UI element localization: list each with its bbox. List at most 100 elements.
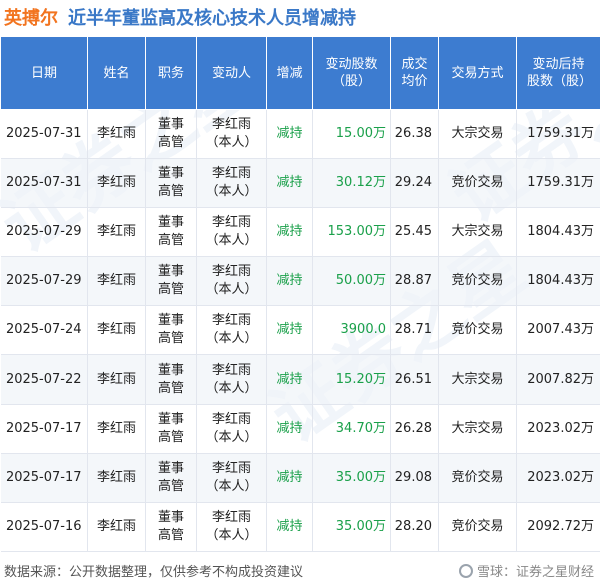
header-direction: 增减 bbox=[266, 36, 313, 110]
cell-changer: 李红雨（本人） bbox=[196, 256, 267, 307]
cell-method: 大宗交易 bbox=[438, 404, 517, 454]
cell-date: 2025-07-17 bbox=[0, 453, 88, 503]
cell-changer: 李红雨（本人） bbox=[196, 109, 267, 160]
cell-changer: 李红雨（本人） bbox=[196, 453, 267, 503]
cell-direction: 减持 bbox=[266, 256, 313, 307]
cell-date: 2025-07-22 bbox=[0, 354, 88, 405]
title-bar: 英搏尔 近半年董监高及核心技术人员增减持 bbox=[0, 0, 600, 34]
cell-name: 李红雨 bbox=[87, 109, 146, 160]
footer-brand: 雪球：证券之星财经 bbox=[458, 561, 594, 580]
cell-price: 29.08 bbox=[390, 453, 439, 503]
cell-name: 李红雨 bbox=[87, 256, 146, 307]
cell-direction: 减持 bbox=[266, 404, 313, 454]
cell-changer: 李红雨（本人） bbox=[196, 158, 267, 209]
cell-name: 李红雨 bbox=[87, 453, 146, 503]
footer: 数据来源：公开数据整理，仅供参考不构成投资建议 雪球：证券之星财经 bbox=[0, 560, 600, 581]
cell-price: 26.51 bbox=[390, 354, 439, 405]
cell-position: 董事高管 bbox=[145, 453, 197, 503]
header-name: 姓名 bbox=[87, 36, 146, 110]
cell-position: 董事高管 bbox=[145, 502, 197, 552]
table-row: 2025-07-29 李红雨 董事高管 李红雨（本人） 减持 50.00万 28.87 竞价交… bbox=[0, 256, 600, 307]
cell-holding: 2023.02万 bbox=[516, 453, 600, 503]
cell-direction: 减持 bbox=[266, 109, 313, 160]
cell-holding: 1759.31万 bbox=[516, 109, 600, 160]
table-row: 2025-07-31 李红雨 董事高管 李红雨（本人） 减持 30.12万 29.24 竞价交… bbox=[0, 158, 600, 209]
header-shares: 变动股数（股） bbox=[312, 36, 391, 110]
cell-shares: 15.00万 bbox=[312, 109, 391, 160]
cell-price: 26.28 bbox=[390, 404, 439, 454]
cell-shares: 15.20万 bbox=[312, 354, 391, 405]
cell-position: 董事高管 bbox=[145, 207, 197, 258]
cell-price: 29.24 bbox=[390, 158, 439, 209]
snowball-logo-icon bbox=[458, 563, 473, 578]
cell-shares: 35.00万 bbox=[312, 453, 391, 503]
cell-method: 大宗交易 bbox=[438, 109, 517, 160]
header-changer: 变动人 bbox=[196, 36, 267, 110]
cell-name: 李红雨 bbox=[87, 502, 146, 552]
company-name: 英搏尔 bbox=[4, 8, 58, 29]
cell-direction: 减持 bbox=[266, 354, 313, 405]
footer-brand-text: 雪球：证券之星财经 bbox=[476, 565, 594, 580]
cell-direction: 减持 bbox=[266, 207, 313, 258]
cell-date: 2025-07-29 bbox=[0, 256, 88, 307]
cell-date: 2025-07-16 bbox=[0, 502, 88, 552]
table-row: 2025-07-31 李红雨 董事高管 李红雨（本人） 减持 15.00万 26.38 大宗交… bbox=[0, 109, 600, 160]
cell-date: 2025-07-31 bbox=[0, 158, 88, 209]
cell-direction: 减持 bbox=[266, 305, 313, 356]
cell-price: 25.45 bbox=[390, 207, 439, 258]
cell-date: 2025-07-31 bbox=[0, 109, 88, 160]
cell-date: 2025-07-29 bbox=[0, 207, 88, 258]
header-date: 日期 bbox=[0, 36, 88, 110]
cell-direction: 减持 bbox=[266, 453, 313, 503]
cell-position: 董事高管 bbox=[145, 109, 197, 160]
cell-name: 李红雨 bbox=[87, 158, 146, 209]
table-row: 2025-07-24 李红雨 董事高管 李红雨（本人） 减持 3900.0 28.71 竞价交… bbox=[0, 305, 600, 356]
cell-holding: 1759.31万 bbox=[516, 158, 600, 209]
header-price: 成交均价 bbox=[390, 36, 439, 110]
cell-direction: 减持 bbox=[266, 158, 313, 209]
table-row: 2025-07-22 李红雨 董事高管 李红雨（本人） 减持 15.20万 26.51 大宗交… bbox=[0, 354, 600, 405]
holdings-change-table: 日期 姓名 职务 变动人 增减 变动股数（股） 成交均价 交易方式 变动后持股数… bbox=[0, 36, 600, 552]
cell-name: 李红雨 bbox=[87, 404, 146, 454]
cell-position: 董事高管 bbox=[145, 256, 197, 307]
cell-shares: 30.12万 bbox=[312, 158, 391, 209]
cell-position: 董事高管 bbox=[145, 305, 197, 356]
cell-position: 董事高管 bbox=[145, 354, 197, 405]
cell-shares: 50.00万 bbox=[312, 256, 391, 307]
cell-method: 大宗交易 bbox=[438, 207, 517, 258]
cell-shares: 3900.0 bbox=[312, 305, 391, 356]
cell-changer: 李红雨（本人） bbox=[196, 404, 267, 454]
page-title: 近半年董监高及核心技术人员增减持 bbox=[68, 8, 356, 29]
cell-price: 28.71 bbox=[390, 305, 439, 356]
cell-method: 竞价交易 bbox=[438, 305, 517, 356]
cell-position: 董事高管 bbox=[145, 158, 197, 209]
cell-price: 26.38 bbox=[390, 109, 439, 160]
header-holding: 变动后持股数（股） bbox=[516, 36, 600, 110]
cell-direction: 减持 bbox=[266, 502, 313, 552]
cell-changer: 李红雨（本人） bbox=[196, 354, 267, 405]
cell-holding: 2007.82万 bbox=[516, 354, 600, 405]
cell-name: 李红雨 bbox=[87, 207, 146, 258]
table-header-row: 日期 姓名 职务 变动人 增减 变动股数（股） 成交均价 交易方式 变动后持股数… bbox=[0, 36, 600, 110]
cell-changer: 李红雨（本人） bbox=[196, 502, 267, 552]
cell-shares: 153.00万 bbox=[312, 207, 391, 258]
cell-changer: 李红雨（本人） bbox=[196, 305, 267, 356]
cell-holding: 2092.72万 bbox=[516, 502, 600, 552]
cell-method: 大宗交易 bbox=[438, 354, 517, 405]
cell-holding: 1804.43万 bbox=[516, 256, 600, 307]
data-source-note: 数据来源：公开数据整理，仅供参考不构成投资建议 bbox=[4, 565, 304, 580]
cell-holding: 1804.43万 bbox=[516, 207, 600, 258]
table-row: 2025-07-17 李红雨 董事高管 李红雨（本人） 减持 34.70万 26.28 大宗交… bbox=[0, 404, 600, 454]
cell-name: 李红雨 bbox=[87, 305, 146, 356]
cell-price: 28.20 bbox=[390, 502, 439, 552]
cell-name: 李红雨 bbox=[87, 354, 146, 405]
cell-holding: 2023.02万 bbox=[516, 404, 600, 454]
cell-price: 28.87 bbox=[390, 256, 439, 307]
table-row: 2025-07-16 李红雨 董事高管 李红雨（本人） 减持 35.00万 28.20 竞价交… bbox=[0, 502, 600, 552]
cell-method: 竞价交易 bbox=[438, 256, 517, 307]
cell-holding: 2007.43万 bbox=[516, 305, 600, 356]
cell-method: 竞价交易 bbox=[438, 502, 517, 552]
cell-date: 2025-07-24 bbox=[0, 305, 88, 356]
header-method: 交易方式 bbox=[438, 36, 517, 110]
cell-shares: 35.00万 bbox=[312, 502, 391, 552]
